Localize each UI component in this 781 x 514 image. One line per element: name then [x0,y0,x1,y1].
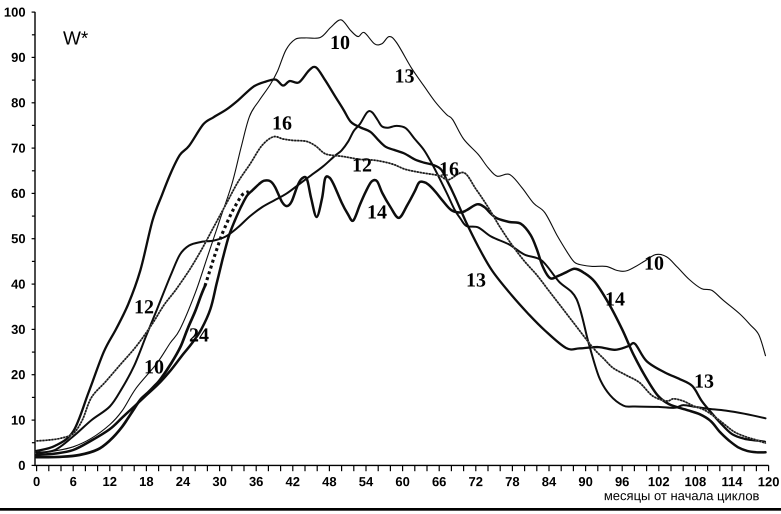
svg-text:42: 42 [286,474,300,489]
svg-text:114: 114 [722,474,744,489]
svg-text:24: 24 [189,324,209,346]
svg-text:18: 18 [139,474,153,489]
svg-text:30: 30 [212,474,226,489]
svg-text:16: 16 [272,112,292,134]
svg-text:66: 66 [432,474,446,489]
svg-text:20: 20 [11,367,25,382]
svg-text:30: 30 [11,322,25,337]
svg-text:месяцы от начала циклов: месяцы от начала циклов [604,488,760,503]
svg-text:50: 50 [11,231,25,246]
svg-text:16: 16 [439,159,459,181]
svg-text:13: 13 [694,371,714,393]
svg-text:54: 54 [359,474,374,489]
svg-text:36: 36 [249,474,263,489]
svg-text:60: 60 [11,186,25,201]
svg-text:90: 90 [578,474,592,489]
svg-text:72: 72 [469,474,483,489]
svg-text:12: 12 [103,474,117,489]
svg-text:10: 10 [11,413,25,428]
svg-text:90: 90 [11,50,25,65]
svg-text:96: 96 [615,474,629,489]
svg-text:13: 13 [395,65,415,87]
svg-text:108: 108 [685,474,707,489]
svg-text:70: 70 [11,141,25,156]
svg-text:13: 13 [466,270,486,292]
svg-text:6: 6 [70,474,77,489]
svg-text:0: 0 [33,474,40,489]
svg-text:78: 78 [505,474,519,489]
svg-text:14: 14 [367,201,387,223]
svg-text:100: 100 [4,5,26,20]
svg-text:80: 80 [11,95,25,110]
svg-text:60: 60 [395,474,409,489]
svg-text:84: 84 [542,474,557,489]
svg-text:102: 102 [648,474,670,489]
svg-text:48: 48 [322,474,336,489]
svg-text:10: 10 [644,253,664,275]
svg-text:12: 12 [352,154,372,176]
svg-text:12: 12 [134,296,154,318]
svg-text:14: 14 [605,289,625,311]
svg-text:W*: W* [63,29,89,50]
svg-text:120: 120 [758,474,780,489]
svg-text:40: 40 [11,277,25,292]
svg-text:10: 10 [144,356,164,378]
svg-text:0: 0 [18,458,25,473]
svg-text:24: 24 [176,474,191,489]
svg-text:10: 10 [330,32,350,54]
